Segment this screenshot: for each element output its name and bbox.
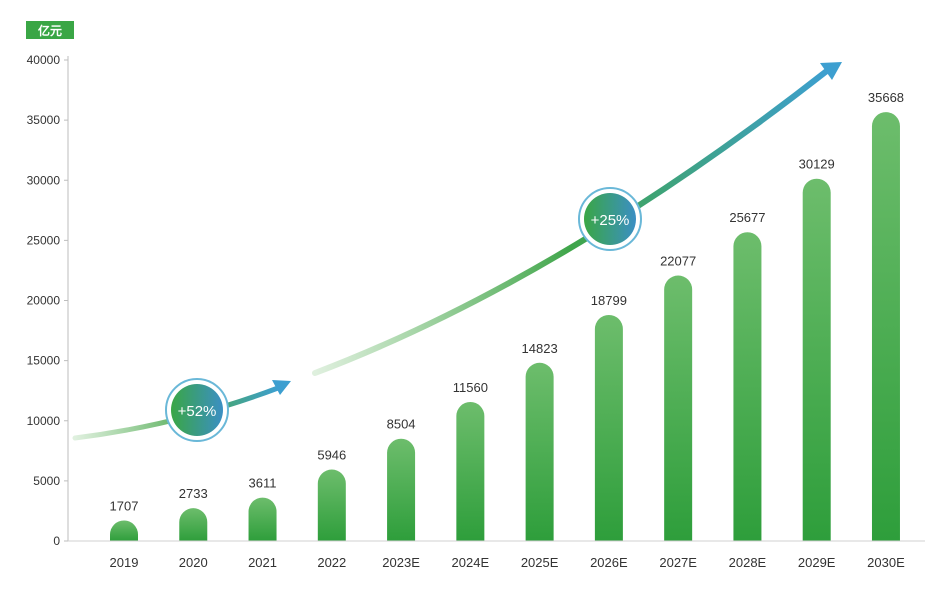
y-tick-label: 35000	[27, 113, 61, 127]
growth-badge-2-circle	[584, 193, 636, 245]
y-tick-label: 15000	[27, 354, 61, 368]
y-tick-label: 40000	[27, 53, 61, 67]
bar-2022	[317, 469, 346, 541]
bar-2029E	[802, 178, 831, 541]
x-axis: 2019 2020 2021 2022 2023E 2024E 2025E 2026E 2027…	[68, 540, 925, 570]
data-label-2029E: 30129	[799, 157, 835, 172]
bar-2025E	[525, 362, 554, 541]
growth-badge-25: +25%	[578, 187, 642, 251]
growth-badge-2-text: +25%	[591, 212, 630, 229]
x-tick-label-2019: 2019	[110, 555, 139, 570]
bar-2020	[179, 508, 208, 541]
data-label-2028E: 25677	[729, 210, 765, 225]
bar-2024E	[456, 401, 485, 541]
x-tick-label-2029E: 2029E	[798, 555, 836, 570]
x-tick-label-2020: 2020	[179, 555, 208, 570]
x-tick-label-2022: 2022	[317, 555, 346, 570]
unit-label-background	[26, 21, 74, 39]
bar-2026E	[594, 314, 623, 541]
growth-badge-52: +52%	[165, 378, 229, 442]
data-label-2020: 2733	[179, 486, 208, 501]
data-label-2030E: 35668	[868, 90, 904, 105]
unit-label-text: 亿元	[38, 23, 62, 38]
growth-badge-1-circle	[171, 384, 223, 436]
growth-badge-1-text: +52%	[178, 403, 217, 420]
x-tick-label-2030E: 2030E	[867, 555, 905, 570]
y-tick-label: 30000	[27, 173, 61, 187]
data-label-2021: 3611	[249, 476, 277, 491]
y-tick-label: 5000	[33, 474, 60, 488]
x-tick-label-2021: 2021	[248, 555, 277, 570]
y-tick-label: 25000	[27, 233, 61, 247]
x-tick-label-2028E: 2028E	[729, 555, 767, 570]
bar-2023E	[387, 438, 416, 541]
data-label-2025E: 14823	[522, 341, 558, 356]
growth-arrow-2-shaft	[312, 67, 831, 376]
y-tick-label: 0	[53, 534, 60, 548]
bar-2030E	[871, 112, 900, 541]
y-axis: 0 5000 10000 15000 20000 25000 30000 35000 40000	[27, 53, 69, 548]
x-tick-label-2023E: 2023E	[382, 555, 420, 570]
x-tick-label-2026E: 2026E	[590, 555, 628, 570]
y-tick-label: 10000	[27, 414, 61, 428]
bar-2021	[248, 497, 277, 541]
bars: 1707 2733 3611 5946 8504 11560 14823 18799 22077…	[110, 90, 904, 541]
growth-arrow-2022-2030	[312, 62, 842, 376]
data-label-2024E: 11560	[453, 380, 488, 395]
x-tick-label-2024E: 2024E	[452, 555, 490, 570]
bar-2028E	[733, 232, 762, 541]
growth-arrow-2-head	[820, 62, 842, 80]
data-label-2026E: 18799	[591, 293, 627, 308]
data-label-2022: 5946	[317, 447, 346, 462]
x-tick-label-2025E: 2025E	[521, 555, 559, 570]
growth-arrow-1-head	[272, 380, 291, 395]
data-label-2023E: 8504	[387, 417, 416, 432]
y-tick-label: 20000	[27, 294, 61, 308]
unit-label: 亿元	[26, 21, 74, 39]
bar-2027E	[664, 275, 693, 541]
x-tick-label-2027E: 2027E	[659, 555, 697, 570]
bar-2019	[110, 520, 138, 541]
data-label-2027E: 22077	[660, 254, 696, 269]
data-label-2019: 1707	[110, 498, 139, 513]
